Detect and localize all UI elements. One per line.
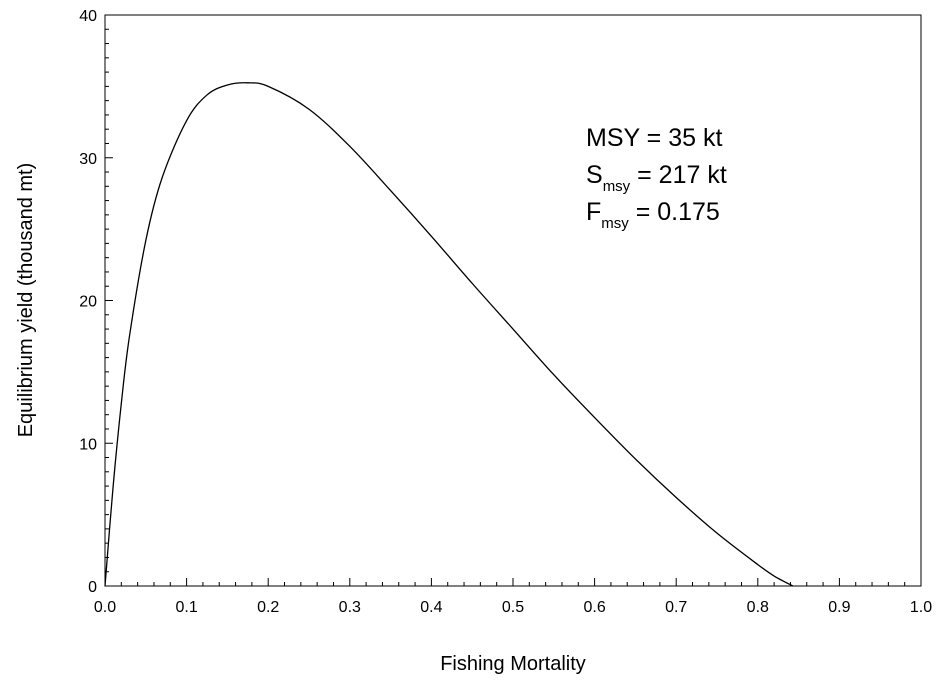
x-tick-label: 0.8 xyxy=(747,599,769,616)
x-tick-label: 0.9 xyxy=(828,599,850,616)
axis-ticks xyxy=(104,14,922,587)
x-tick-label: 0.7 xyxy=(665,599,687,616)
x-tick-label: 1.0 xyxy=(910,599,932,616)
x-tick-label: 0.2 xyxy=(257,599,279,616)
y-tick-label: 20 xyxy=(79,294,97,311)
fmsy-text: Fmsy = 0.175 xyxy=(586,198,720,232)
y-axis-label: Equilibrium yield (thousand mt) xyxy=(15,163,37,438)
x-tick-label: 0.1 xyxy=(175,599,197,616)
plot-frame xyxy=(104,14,922,587)
smsy-text: Smsy = 217 kt xyxy=(586,161,727,195)
x-tick-label: 0.0 xyxy=(94,599,116,616)
y-tick-label: 0 xyxy=(88,579,97,596)
msy-annotation: MSY = 35 kt Smsy = 217 kt Fmsy = 0.175 xyxy=(586,124,727,232)
x-tick-label: 0.4 xyxy=(420,599,442,616)
y-tick-label: 40 xyxy=(79,8,97,25)
y-tick-label: 30 xyxy=(79,151,97,168)
x-tick-label: 0.5 xyxy=(502,599,524,616)
smsy-main: S xyxy=(586,161,603,189)
smsy-value: = 217 kt xyxy=(630,161,727,189)
yield-curve-line xyxy=(104,82,794,587)
fmsy-main: F xyxy=(586,198,601,226)
x-axis-label: Fishing Mortality xyxy=(440,653,586,675)
x-tick-labels: 0.0 0.1 0.2 0.3 0.4 0.5 0.6 0.7 0.8 0.9 1.0 xyxy=(94,599,932,616)
msy-text: MSY = 35 kt xyxy=(586,124,722,152)
fmsy-value: = 0.175 xyxy=(629,198,720,226)
y-tick-label: 10 xyxy=(79,436,97,453)
x-tick-label: 0.3 xyxy=(339,599,361,616)
y-tick-labels: 0 10 20 30 40 xyxy=(79,8,97,596)
smsy-sub: msy xyxy=(603,178,631,195)
fmsy-sub: msy xyxy=(601,215,629,232)
x-tick-label: 0.6 xyxy=(583,599,605,616)
